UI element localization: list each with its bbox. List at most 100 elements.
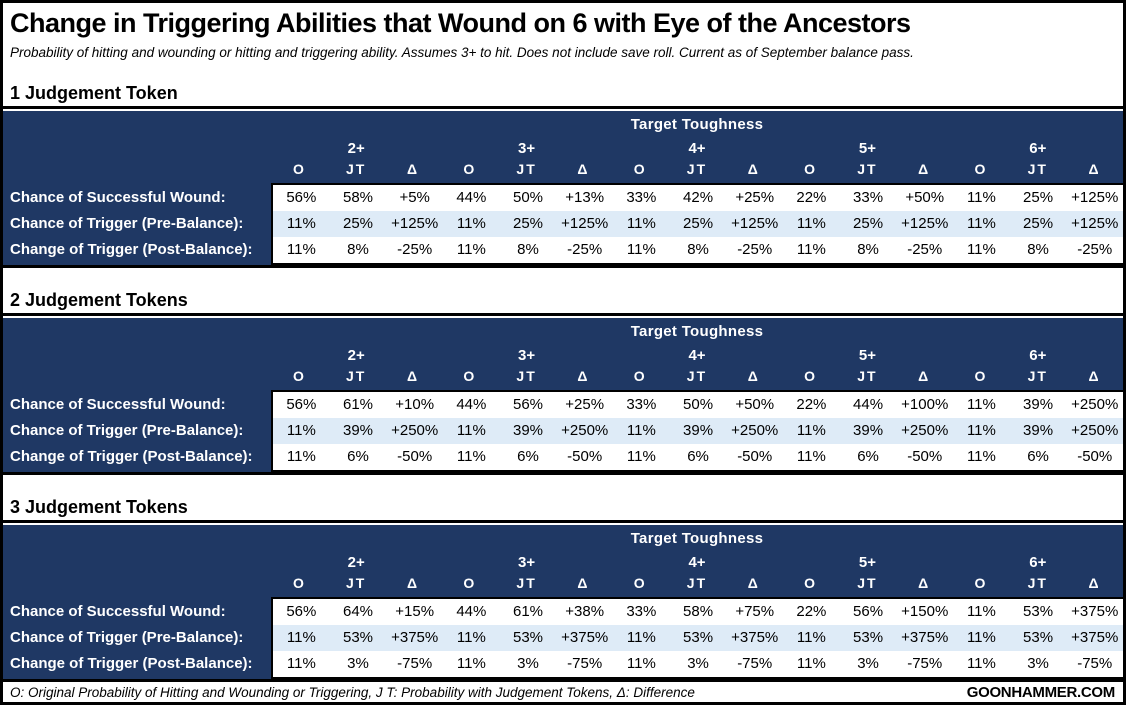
data-cell: 50% — [683, 396, 714, 413]
data-cell: 56% — [286, 396, 317, 413]
data-table: Target Toughness 2+ 3+ 4+ 5+ 6+ O JT Δ O JT Δ O JT Δ O J… — [3, 318, 1123, 475]
data-cell: 61% — [513, 603, 544, 620]
column-header: O — [463, 575, 477, 591]
toughness-row: 2+ 3+ 4+ 5+ 6+ — [271, 140, 1123, 157]
column-header: O — [463, 368, 477, 384]
data-cell: +125% — [901, 215, 949, 232]
column-header: Δ — [918, 161, 931, 177]
data-cell: -50% — [397, 448, 433, 465]
column-header: O — [633, 368, 647, 384]
column-header: Δ — [406, 161, 420, 177]
page-subtitle: Probability of hitting and wounding or h… — [10, 45, 914, 60]
toughness-label: 2+ — [347, 347, 365, 364]
table-body: Chance of Successful Wound: Chance of Tri… — [3, 183, 1123, 265]
data-cell: 58% — [683, 603, 714, 620]
sections-container: 1 Judgement Token Target Toughness 2+ 3+ 4+ 5… — [3, 61, 1123, 682]
column-header: Δ — [577, 368, 590, 384]
data-cell: 39% — [683, 422, 714, 439]
data-cell: 25% — [1023, 215, 1054, 232]
column-header: Δ — [747, 368, 760, 384]
toughness-label: 2+ — [347, 140, 365, 157]
data-cell: 25% — [853, 215, 884, 232]
column-header: Δ — [747, 161, 760, 177]
data-cell: 11% — [286, 448, 316, 465]
data-cell: 56% — [853, 603, 884, 620]
data-cell: 39% — [513, 422, 544, 439]
toughness-label: 6+ — [1029, 347, 1047, 364]
data-cell: 11% — [796, 215, 826, 232]
data-cell: 11% — [626, 215, 656, 232]
data-grid: 56% 61% +10% 44% 56% +25% 33% 50% +50% 22% 44% +100… — [271, 390, 1123, 472]
data-cell: -75% — [397, 655, 433, 672]
data-cell: +250% — [561, 422, 609, 439]
table-header: Target Toughness 2+ 3+ 4+ 5+ 6+ O JT Δ O JT Δ O JT Δ O J… — [3, 318, 1123, 390]
data-cell: +5% — [399, 189, 430, 206]
column-header: Δ — [1088, 575, 1101, 591]
data-cell: 25% — [683, 215, 714, 232]
data-cell: 53% — [1023, 629, 1054, 646]
column-header: O — [292, 368, 306, 384]
column-header: Δ — [577, 161, 590, 177]
data-cell: -75% — [1077, 655, 1113, 672]
data-cell: 11% — [456, 422, 486, 439]
table-row: 11% 6% -50% 11% 6% -50% 11% 6% -50% 11% 6% -50% 11% 6… — [273, 444, 1123, 470]
data-cell: 11% — [966, 448, 996, 465]
row-labels: Chance of Successful Wound: Chance of Tri… — [3, 183, 271, 265]
data-cell: 8% — [1027, 241, 1049, 258]
data-cell: +25% — [735, 189, 775, 206]
table-row: 11% 8% -25% 11% 8% -25% 11% 8% -25% 11% 8% -25% 11% 8… — [273, 237, 1123, 263]
toughness-label: 3+ — [518, 347, 536, 364]
table-body: Chance of Successful Wound: Chance of Tri… — [3, 390, 1123, 472]
data-cell: 56% — [286, 603, 317, 620]
data-table: Target Toughness 2+ 3+ 4+ 5+ 6+ O JT Δ O JT Δ O JT Δ O J… — [3, 111, 1123, 268]
data-cell: 3% — [347, 655, 369, 672]
data-cell: 33% — [626, 603, 657, 620]
data-cell: 56% — [513, 396, 544, 413]
data-cell: 44% — [456, 396, 487, 413]
page-title: Change in Triggering Abilities that Woun… — [10, 8, 911, 38]
data-cell: 11% — [286, 241, 316, 258]
data-cell: +125% — [561, 215, 609, 232]
column-header: JT — [346, 575, 367, 591]
toughness-row: 2+ 3+ 4+ 5+ 6+ — [271, 554, 1123, 571]
toughness-label: 3+ — [518, 140, 536, 157]
data-cell: +250% — [391, 422, 439, 439]
data-cell: 11% — [456, 655, 486, 672]
target-toughness-label: Target Toughness — [630, 323, 764, 340]
data-cell: 25% — [342, 215, 374, 232]
toughness-label: 5+ — [858, 554, 876, 571]
row-label: Chance of Trigger (Pre-Balance): — [10, 215, 244, 232]
data-cell: 58% — [342, 189, 374, 206]
data-cell: 64% — [342, 603, 374, 620]
data-cell: 11% — [286, 215, 316, 232]
column-header: O — [804, 575, 818, 591]
data-cell: 11% — [966, 629, 996, 646]
row-label: Change of Trigger (Post-Balance): — [10, 655, 253, 672]
column-header: O — [974, 368, 988, 384]
data-cell: 11% — [626, 422, 656, 439]
table-body: Chance of Successful Wound: Chance of Tri… — [3, 597, 1123, 679]
data-cell: 39% — [1023, 422, 1054, 439]
row-label: Change of Trigger (Post-Balance): — [10, 448, 253, 465]
data-cell: -25% — [907, 241, 943, 258]
data-cell: -75% — [567, 655, 603, 672]
data-cell: +375% — [901, 629, 949, 646]
column-header: JT — [516, 368, 537, 384]
toughness-label: 2+ — [347, 554, 365, 571]
data-cell: -50% — [907, 448, 943, 465]
data-cell: -75% — [737, 655, 773, 672]
column-header: JT — [857, 575, 878, 591]
column-header: Δ — [406, 575, 420, 591]
data-cell: +250% — [901, 422, 949, 439]
data-cell: 25% — [513, 215, 544, 232]
data-cell: -50% — [737, 448, 773, 465]
data-cell: 6% — [1027, 448, 1049, 465]
data-cell: 61% — [342, 396, 374, 413]
data-cell: 8% — [347, 241, 369, 258]
column-header: JT — [686, 368, 708, 384]
data-cell: 8% — [687, 241, 709, 258]
data-grid: 56% 64% +15% 44% 61% +38% 33% 58% +75% 22% 56% +150… — [271, 597, 1123, 679]
section-1: 1 Judgement Token Target Toughness 2+ 3+ 4+ 5… — [3, 83, 1123, 268]
data-cell: 39% — [1023, 396, 1054, 413]
data-cell: 42% — [683, 189, 714, 206]
